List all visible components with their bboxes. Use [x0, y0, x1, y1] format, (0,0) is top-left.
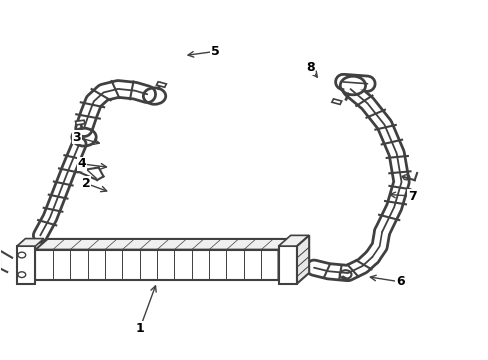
Text: 8: 8 — [305, 61, 314, 74]
Polygon shape — [35, 249, 278, 280]
Polygon shape — [35, 239, 290, 249]
Text: 6: 6 — [395, 275, 404, 288]
Text: 2: 2 — [82, 177, 91, 190]
Polygon shape — [17, 246, 35, 284]
Polygon shape — [296, 235, 308, 284]
Polygon shape — [278, 235, 308, 246]
Text: 7: 7 — [407, 190, 416, 203]
Bar — [156, 82, 166, 87]
Polygon shape — [278, 239, 290, 280]
Text: 5: 5 — [210, 45, 219, 58]
Polygon shape — [17, 239, 44, 246]
Text: 3: 3 — [72, 131, 81, 144]
Bar — [75, 120, 85, 125]
Text: 1: 1 — [135, 322, 144, 335]
Text: 4: 4 — [77, 157, 86, 170]
Bar — [331, 99, 341, 104]
Polygon shape — [278, 246, 296, 284]
